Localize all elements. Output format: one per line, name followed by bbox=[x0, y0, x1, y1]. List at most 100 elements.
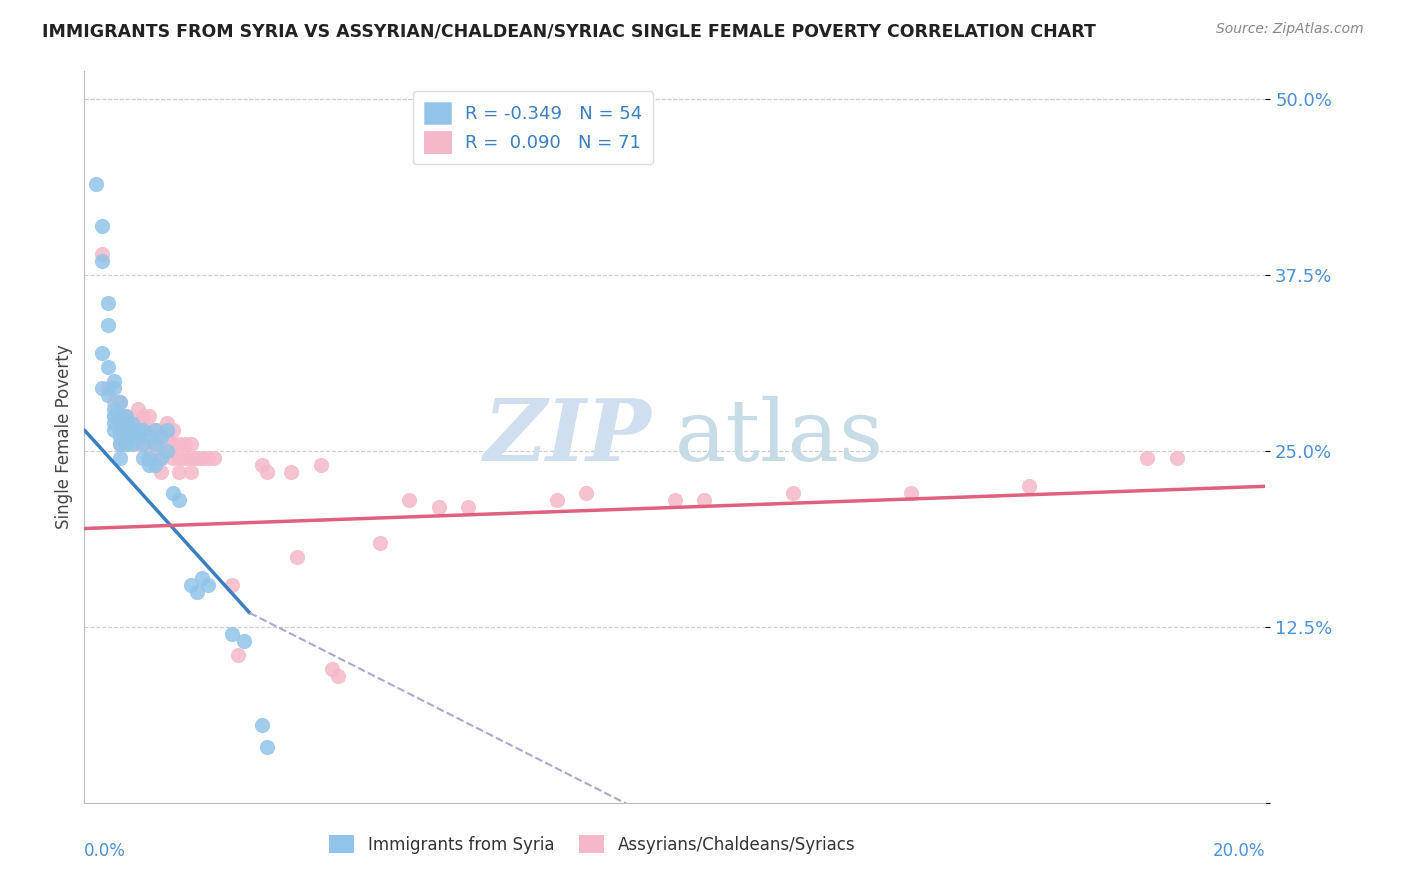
Point bbox=[180, 578, 202, 592]
Point bbox=[108, 423, 131, 437]
Point bbox=[150, 451, 173, 466]
Text: ZIP: ZIP bbox=[484, 395, 651, 479]
Point bbox=[398, 493, 420, 508]
Point bbox=[114, 409, 136, 423]
Point bbox=[103, 416, 125, 430]
Point bbox=[162, 423, 184, 437]
Point bbox=[91, 381, 114, 395]
Point bbox=[150, 465, 173, 479]
Point bbox=[226, 648, 249, 662]
Point bbox=[121, 423, 143, 437]
Point bbox=[143, 437, 166, 451]
Point bbox=[97, 318, 120, 332]
Text: atlas: atlas bbox=[675, 395, 884, 479]
Point bbox=[97, 388, 120, 402]
Point bbox=[127, 430, 149, 444]
Point bbox=[285, 549, 308, 564]
Point bbox=[180, 465, 202, 479]
Point bbox=[114, 437, 136, 451]
Point bbox=[91, 345, 114, 359]
Point bbox=[180, 451, 202, 466]
Point bbox=[162, 486, 184, 500]
Point bbox=[1136, 451, 1159, 466]
Point bbox=[143, 451, 166, 466]
Point bbox=[127, 423, 149, 437]
Point bbox=[108, 437, 131, 451]
Point bbox=[162, 437, 184, 451]
Point bbox=[256, 739, 278, 754]
Point bbox=[127, 401, 149, 416]
Point bbox=[546, 493, 568, 508]
Point bbox=[97, 381, 120, 395]
Point bbox=[138, 430, 160, 444]
Point bbox=[132, 451, 155, 466]
Point bbox=[150, 437, 173, 451]
Legend: Immigrants from Syria, Assyrians/Chaldeans/Syriacs: Immigrants from Syria, Assyrians/Chaldea… bbox=[322, 829, 862, 860]
Point bbox=[321, 662, 343, 676]
Point bbox=[202, 451, 225, 466]
Point bbox=[150, 430, 173, 444]
Point bbox=[150, 451, 173, 466]
Point bbox=[91, 254, 114, 268]
Point bbox=[103, 381, 125, 395]
Point bbox=[138, 451, 160, 466]
Point bbox=[180, 437, 202, 451]
Point bbox=[143, 437, 166, 451]
Point bbox=[143, 458, 166, 473]
Point bbox=[167, 451, 190, 466]
Point bbox=[280, 465, 302, 479]
Point bbox=[167, 493, 190, 508]
Point bbox=[127, 437, 149, 451]
Point bbox=[108, 409, 131, 423]
Point bbox=[575, 486, 598, 500]
Point bbox=[121, 430, 143, 444]
Point bbox=[1166, 451, 1188, 466]
Point bbox=[108, 423, 131, 437]
Point bbox=[121, 416, 143, 430]
Point bbox=[103, 374, 125, 388]
Point bbox=[108, 395, 131, 409]
Point bbox=[103, 409, 125, 423]
Point bbox=[167, 437, 190, 451]
Point bbox=[121, 423, 143, 437]
Point bbox=[108, 395, 131, 409]
Text: IMMIGRANTS FROM SYRIA VS ASSYRIAN/CHALDEAN/SYRIAC SINGLE FEMALE POVERTY CORRELAT: IMMIGRANTS FROM SYRIA VS ASSYRIAN/CHALDE… bbox=[42, 22, 1097, 40]
Point bbox=[108, 409, 131, 423]
Point bbox=[132, 423, 155, 437]
Point bbox=[143, 423, 166, 437]
Point bbox=[91, 247, 114, 261]
Point bbox=[256, 465, 278, 479]
Point bbox=[114, 423, 136, 437]
Point bbox=[138, 458, 160, 473]
Point bbox=[108, 430, 131, 444]
Text: Source: ZipAtlas.com: Source: ZipAtlas.com bbox=[1216, 22, 1364, 37]
Point bbox=[197, 578, 219, 592]
Point bbox=[156, 444, 179, 458]
Point bbox=[162, 451, 184, 466]
Point bbox=[127, 416, 149, 430]
Point bbox=[156, 423, 179, 437]
Point bbox=[132, 409, 155, 423]
Point bbox=[328, 669, 350, 683]
Point bbox=[114, 430, 136, 444]
Point bbox=[138, 423, 160, 437]
Point bbox=[693, 493, 716, 508]
Point bbox=[250, 718, 273, 732]
Point bbox=[186, 584, 208, 599]
Point bbox=[97, 296, 120, 310]
Point bbox=[250, 458, 273, 473]
Point bbox=[108, 451, 131, 466]
Point bbox=[97, 359, 120, 374]
Point bbox=[221, 578, 243, 592]
Point bbox=[121, 437, 143, 451]
Point bbox=[138, 409, 160, 423]
Point bbox=[103, 395, 125, 409]
Point bbox=[91, 219, 114, 233]
Point bbox=[103, 423, 125, 437]
Point bbox=[167, 465, 190, 479]
Point bbox=[191, 571, 214, 585]
Point bbox=[156, 430, 179, 444]
Point bbox=[132, 437, 155, 451]
Point bbox=[132, 437, 155, 451]
Point bbox=[221, 627, 243, 641]
